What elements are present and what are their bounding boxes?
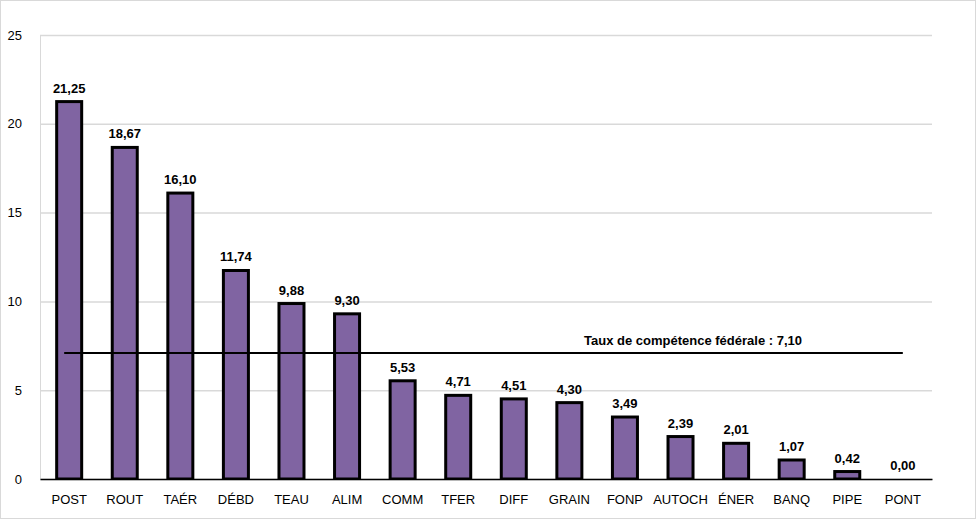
data-label: 9,88 bbox=[279, 283, 304, 298]
reference-line-label: Taux de compétence fédérale : 7,10 bbox=[584, 333, 802, 348]
x-axis-line bbox=[41, 479, 933, 481]
x-tick-label: GRAIN bbox=[549, 492, 590, 507]
x-tick-label: POST bbox=[51, 492, 86, 507]
x-tick: COMM bbox=[382, 479, 423, 507]
chart: 0 5 10 15 20 25 Taux de compétence fédérale : … bbox=[0, 0, 976, 519]
bar bbox=[779, 460, 804, 479]
bar bbox=[335, 314, 360, 479]
x-tick: AUTOCH bbox=[653, 479, 708, 507]
bar bbox=[501, 399, 526, 479]
x-tick-label: ROUT bbox=[106, 492, 143, 507]
x-tick-label: DIFF bbox=[499, 492, 528, 507]
bar bbox=[557, 403, 582, 479]
x-axis: POST ROUT TAÉR DÉBD TEAU ALIM COMM TFER DIFF GRAI… bbox=[41, 479, 933, 507]
y-tick-label: 20 bbox=[8, 116, 22, 131]
data-label: 18,67 bbox=[108, 126, 141, 141]
y-tick-label: 0 bbox=[15, 472, 22, 487]
bar bbox=[612, 417, 637, 479]
bar bbox=[57, 102, 82, 479]
data-labels: 21,25 18,67 16,10 11,74 9,88 9,30 5,53 4,71 4,51… bbox=[53, 81, 916, 473]
y-tick-label: 5 bbox=[15, 383, 22, 398]
y-tick: 20 bbox=[8, 116, 932, 131]
x-tick-label: DÉBD bbox=[218, 492, 254, 507]
x-tick-label: ÉNER bbox=[718, 492, 754, 507]
y-tick: 15 bbox=[8, 205, 932, 220]
data-label: 5,53 bbox=[390, 360, 415, 375]
y-tick: 25 bbox=[8, 28, 932, 43]
data-label: 2,01 bbox=[723, 422, 748, 437]
grid-line bbox=[40, 124, 932, 126]
bar bbox=[223, 270, 248, 479]
x-tick: ALIM bbox=[332, 479, 362, 507]
data-label: 2,39 bbox=[668, 416, 693, 431]
x-tick: FONP bbox=[607, 479, 643, 507]
bar bbox=[112, 147, 137, 479]
data-label: 9,30 bbox=[334, 293, 359, 308]
data-label: 3,49 bbox=[612, 396, 637, 411]
x-tick: POST bbox=[51, 479, 86, 507]
x-tick: DIFF bbox=[499, 479, 528, 507]
y-tick-label: 25 bbox=[8, 28, 22, 43]
bar bbox=[668, 437, 693, 479]
data-label: 0,42 bbox=[835, 451, 860, 466]
y-tick-label: 10 bbox=[8, 294, 22, 309]
x-tick-label: TAÉR bbox=[163, 492, 197, 507]
bar bbox=[446, 395, 471, 479]
y-tick: 5 bbox=[15, 383, 932, 398]
data-label: 11,74 bbox=[220, 249, 253, 264]
grid-line bbox=[40, 479, 932, 481]
x-tick: TAÉR bbox=[163, 479, 197, 507]
x-tick-label: ALIM bbox=[332, 492, 362, 507]
y-axis: 0 5 10 15 20 25 bbox=[8, 28, 932, 487]
x-tick: DÉBD bbox=[218, 479, 254, 507]
x-tick-label: AUTOCH bbox=[653, 492, 708, 507]
x-tick-label: PONT bbox=[885, 492, 921, 507]
data-label: 16,10 bbox=[164, 172, 197, 187]
x-tick: GRAIN bbox=[549, 479, 590, 507]
grid-line bbox=[40, 35, 932, 37]
data-label: 0,00 bbox=[890, 458, 915, 473]
bars bbox=[57, 102, 903, 479]
chart-frame bbox=[1, 1, 976, 519]
data-label: 4,51 bbox=[501, 378, 526, 393]
x-tick: TFER bbox=[441, 479, 475, 507]
x-tick-label: TFER bbox=[441, 492, 475, 507]
data-label: 4,71 bbox=[446, 374, 471, 389]
bar bbox=[390, 381, 415, 479]
data-label: 21,25 bbox=[53, 81, 86, 96]
bar bbox=[835, 472, 860, 479]
x-tick-label: FONP bbox=[607, 492, 643, 507]
x-tick: PONT bbox=[885, 479, 921, 507]
x-tick: PIPE bbox=[832, 479, 862, 507]
data-label: 1,07 bbox=[779, 439, 804, 454]
bar bbox=[168, 193, 193, 479]
x-tick: BANQ bbox=[773, 479, 810, 507]
reference-line bbox=[64, 352, 903, 354]
x-tick: ROUT bbox=[106, 479, 143, 507]
y-axis-line bbox=[41, 36, 933, 480]
bar bbox=[724, 443, 749, 479]
x-tick-label: PIPE bbox=[832, 492, 862, 507]
x-tick-label: TEAU bbox=[274, 492, 309, 507]
x-tick-label: BANQ bbox=[773, 492, 810, 507]
y-tick-label: 15 bbox=[8, 205, 22, 220]
x-tick: TEAU bbox=[274, 479, 309, 507]
y-tick: 10 bbox=[8, 294, 932, 309]
x-tick: ÉNER bbox=[718, 479, 754, 507]
x-tick-label: COMM bbox=[382, 492, 423, 507]
data-label: 4,30 bbox=[557, 382, 582, 397]
bar bbox=[279, 304, 304, 479]
